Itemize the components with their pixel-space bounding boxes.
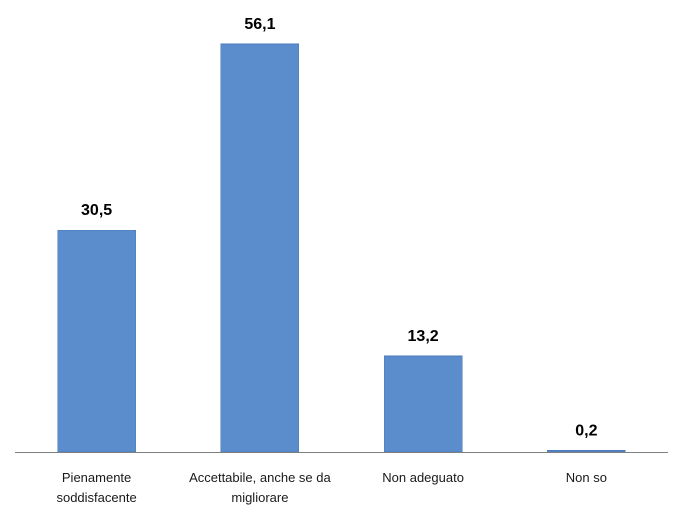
category-label-line: Pienamente (62, 470, 131, 485)
bar (220, 43, 300, 453)
category-label-line: soddisfacente (56, 490, 136, 505)
data-label: 30,5 (81, 202, 112, 219)
category-label-line: migliorare (231, 490, 288, 505)
bars-group (57, 43, 626, 453)
category-label-line: Accettabile, anche se da (189, 470, 331, 485)
category-label: Accettabile, anche se da migliorare (189, 470, 331, 505)
data-labels-group: 30,5 56,1 13,2 0,2 (81, 16, 598, 440)
bar (57, 229, 136, 453)
data-label: 0,2 (575, 423, 597, 440)
category-label: Non adeguato (382, 470, 464, 485)
category-labels-group: Pienamente soddisfacente Accettabile, anch… (56, 470, 607, 505)
category-label: Pienamente soddisfacente (56, 470, 136, 505)
data-label: 56,1 (244, 16, 275, 33)
category-label: Non so (566, 470, 607, 485)
category-label-line: Non adeguato (382, 470, 464, 485)
data-label: 13,2 (408, 328, 439, 345)
bar (383, 355, 463, 453)
category-label-line: Non so (566, 470, 607, 485)
bar (547, 450, 626, 453)
